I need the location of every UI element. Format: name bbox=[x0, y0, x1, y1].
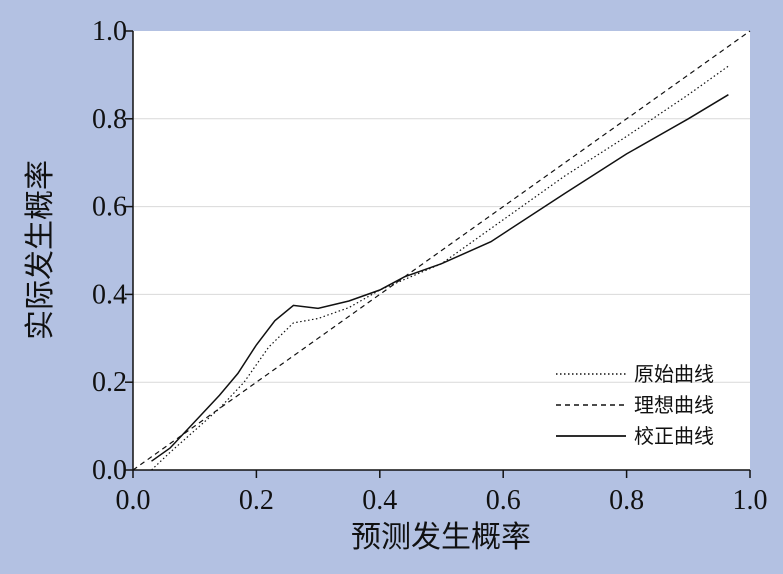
y-tick-label: 0.6 bbox=[92, 192, 127, 223]
x-tick-label: 0.8 bbox=[609, 485, 644, 516]
series-line-solid bbox=[151, 94, 729, 462]
x-tick-label: 0.6 bbox=[486, 485, 521, 516]
x-tick-label: 0.0 bbox=[116, 485, 151, 516]
tick-layer: 0.0 0.2 0.4 0.6 0.8 1.0 0.0 0.2 0.4 0.6 0.8 1.0 bbox=[92, 16, 768, 516]
y-tick-label: 0.4 bbox=[92, 279, 127, 310]
series-layer bbox=[132, 30, 751, 471]
y-tick-label: 1.0 bbox=[92, 16, 127, 47]
y-tick-label: 0.0 bbox=[92, 455, 127, 486]
y-axis-title: 实际发生概率 bbox=[23, 160, 58, 340]
legend-label: 校正曲线 bbox=[634, 424, 714, 448]
x-tick-label: 0.4 bbox=[362, 485, 397, 516]
grid-lines bbox=[133, 118, 750, 383]
x-axis-title: 预测发生概率 bbox=[351, 520, 531, 555]
legend-label: 原始曲线 bbox=[634, 362, 714, 386]
axes bbox=[132, 31, 750, 471]
y-tick-label: 0.2 bbox=[92, 367, 127, 398]
series-line-dotted bbox=[151, 65, 729, 471]
x-tick-label: 1.0 bbox=[733, 485, 768, 516]
legend-label: 理想曲线 bbox=[634, 393, 714, 417]
y-tick-label: 0.8 bbox=[92, 104, 127, 135]
series-line-dashed bbox=[132, 30, 751, 471]
x-tick-label: 0.2 bbox=[239, 485, 274, 516]
